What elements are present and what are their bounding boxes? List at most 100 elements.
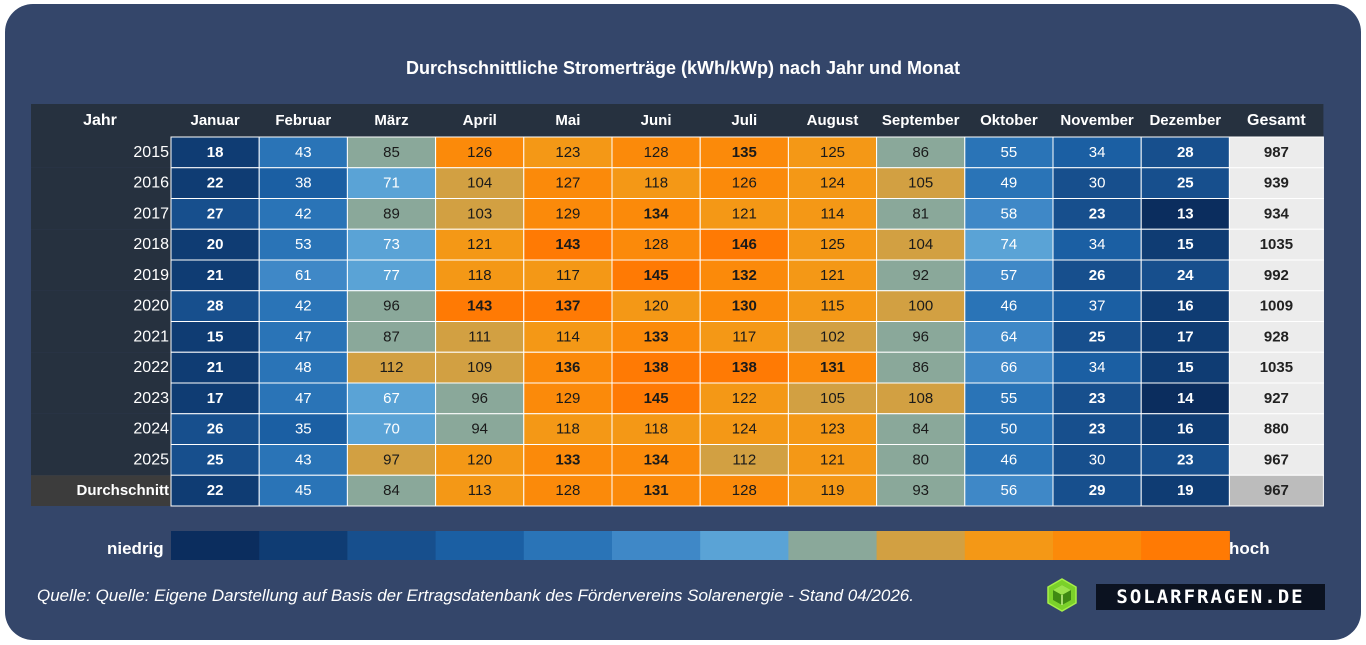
- heatmap-cell-11-9: [964, 474, 1054, 507]
- total-cell-6: [1228, 321, 1324, 353]
- cell-value-10-10: 30: [1089, 451, 1106, 468]
- heatmap-cell-4-11: [1140, 259, 1230, 292]
- heatmap-cell-7-11: [1140, 351, 1230, 384]
- legend-swatch-5: [612, 531, 701, 560]
- heatmap-cell-2-9: [964, 198, 1054, 230]
- cell-value-5-7: 115: [821, 298, 845, 315]
- heatmap-cell-10-7: [787, 444, 878, 476]
- heatmap-cell-8-8: [876, 382, 966, 415]
- cell-value-0-10: 34: [1089, 144, 1106, 161]
- cell-value-8-8: 108: [908, 390, 933, 407]
- heatmap-cell-1-9: [964, 167, 1054, 199]
- heatmap-cell-1-2: [346, 167, 437, 199]
- heatmap-cell-10-0: [170, 444, 260, 476]
- heatmap-cell-3-2: [346, 228, 437, 261]
- legend-swatch-0: [171, 531, 260, 560]
- heatmap-cell-4-1: [258, 259, 348, 292]
- column-header-5: Juni: [641, 112, 672, 129]
- cell-value-5-11: 16: [1177, 298, 1194, 315]
- heatmap-cell-9-10: [1052, 413, 1142, 445]
- cell-value-0-7: 125: [820, 144, 845, 161]
- cell-value-9-10: 23: [1089, 421, 1106, 438]
- total-value-10: 967: [1264, 451, 1289, 468]
- heatmap-cell-1-0: [170, 167, 260, 199]
- cell-value-9-9: 50: [1001, 421, 1018, 438]
- heatmap-cell-9-0: [170, 413, 260, 445]
- cell-value-4-10: 26: [1089, 267, 1106, 284]
- row-label-2017: 2017: [133, 205, 169, 222]
- cell-value-9-4: 118: [556, 421, 580, 438]
- heatmap-cell-2-4: [523, 198, 613, 230]
- cell-value-0-8: 86: [912, 144, 929, 161]
- row-label-bg-1: [31, 167, 171, 199]
- heatmap-cell-5-4: [523, 290, 613, 322]
- cell-value-3-11: 15: [1177, 236, 1194, 253]
- total-value-4: 992: [1264, 267, 1289, 284]
- heatmap-cell-1-1: [258, 167, 348, 199]
- cell-value-6-4: 114: [556, 328, 580, 345]
- cell-value-9-2: 70: [383, 421, 400, 438]
- cell-value-0-11: 28: [1177, 144, 1194, 161]
- heatmap-cell-2-0: [170, 198, 260, 230]
- cell-value-11-11: 19: [1177, 482, 1194, 499]
- cell-value-8-0: 17: [207, 390, 224, 407]
- brand-logo: SOLARFRAGEN.DE: [1096, 584, 1325, 610]
- cell-value-4-5: 145: [644, 267, 669, 284]
- column-header-0: Januar: [190, 112, 239, 129]
- heatmap-cell-3-1: [258, 228, 348, 261]
- cell-value-6-6: 117: [732, 328, 756, 345]
- cell-value-11-3: 113: [468, 482, 492, 499]
- heatmap-cell-1-6: [699, 167, 789, 199]
- heatmap-cell-6-9: [964, 321, 1054, 353]
- heatmap-cell-10-8: [876, 444, 966, 476]
- cell-value-7-5: 138: [644, 359, 669, 376]
- cell-value-9-0: 26: [207, 421, 224, 438]
- cell-value-11-1: 45: [295, 482, 312, 499]
- cell-value-1-3: 104: [467, 175, 492, 192]
- total-cell-10: [1228, 444, 1324, 476]
- cell-value-4-0: 21: [207, 267, 224, 284]
- cell-value-6-8: 96: [912, 328, 929, 345]
- heatmap-cell-1-4: [523, 167, 613, 199]
- cell-value-0-4: 123: [555, 144, 580, 161]
- heatmap-cell-3-5: [611, 228, 701, 261]
- heatmap-cell-3-6: [699, 228, 789, 261]
- heatmap-cell-11-2: [346, 474, 437, 507]
- cell-value-3-8: 104: [908, 236, 933, 253]
- row-label-2018: 2018: [133, 236, 169, 253]
- cell-value-10-5: 134: [644, 451, 670, 468]
- cell-value-6-1: 47: [295, 328, 312, 345]
- heatmap-cell-3-9: [964, 228, 1054, 261]
- cell-value-1-9: 49: [1001, 175, 1018, 192]
- cell-value-6-9: 64: [1001, 328, 1018, 345]
- cell-value-5-10: 37: [1089, 298, 1106, 315]
- column-header-10: November: [1060, 112, 1134, 129]
- total-cell-5: [1228, 290, 1324, 322]
- cell-value-0-6: 135: [732, 144, 757, 161]
- heatmap-cell-10-4: [523, 444, 613, 476]
- heatmap-cell-11-6: [699, 474, 789, 507]
- total-value-11: 967: [1264, 482, 1289, 499]
- heatmap-cell-7-10: [1052, 351, 1142, 384]
- column-header-6: Juli: [731, 112, 757, 129]
- cell-value-0-9: 55: [1001, 144, 1018, 161]
- cell-value-10-11: 23: [1177, 451, 1194, 468]
- cell-value-0-5: 128: [644, 144, 669, 161]
- heatmap-cell-11-0: [170, 474, 260, 507]
- heatmap-cell-3-7: [787, 228, 878, 261]
- cell-value-5-2: 96: [383, 298, 400, 315]
- cell-value-5-9: 46: [1001, 298, 1018, 315]
- column-header-11: Dezember: [1149, 112, 1221, 129]
- column-header-4: Mai: [555, 112, 580, 129]
- heatmap-cell-7-1: [258, 351, 348, 384]
- row-label-2024: 2024: [133, 421, 169, 438]
- total-header-label: Gesamt: [1247, 112, 1306, 129]
- cell-value-3-3: 121: [467, 236, 492, 253]
- heatmap-cell-1-11: [1140, 167, 1230, 199]
- heatmap-cell-7-6: [699, 351, 789, 384]
- heatmap-cell-5-7: [787, 290, 878, 322]
- cell-value-3-2: 73: [383, 236, 400, 253]
- cell-value-3-0: 20: [207, 236, 224, 253]
- cell-value-10-2: 97: [383, 451, 400, 468]
- row-label-bg-7: [31, 352, 171, 383]
